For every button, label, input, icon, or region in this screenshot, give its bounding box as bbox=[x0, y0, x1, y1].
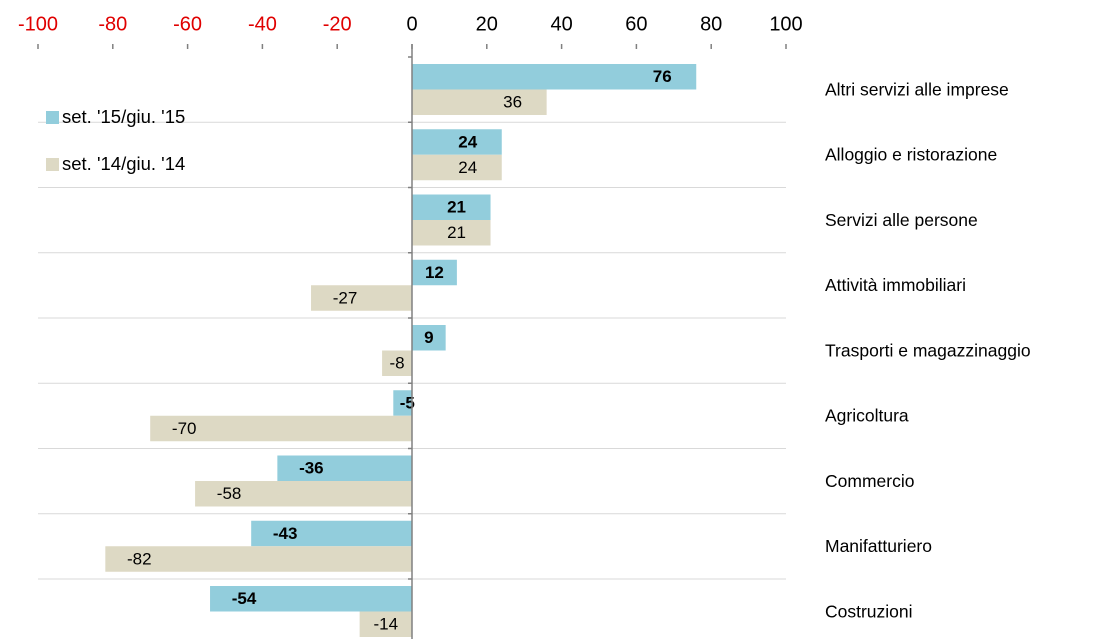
data-label: 24 bbox=[458, 132, 477, 151]
bar bbox=[210, 586, 412, 612]
x-tick-label: 20 bbox=[476, 13, 498, 35]
bar bbox=[359, 611, 412, 637]
data-label: -82 bbox=[127, 549, 152, 568]
data-label: 9 bbox=[424, 328, 433, 347]
category-label: Attività immobiliari bbox=[825, 275, 966, 295]
data-label: -43 bbox=[273, 524, 298, 543]
data-label: 21 bbox=[447, 223, 466, 242]
x-tick-label: 40 bbox=[550, 13, 572, 35]
category-label: Trasporti e magazzinaggio bbox=[825, 340, 1031, 360]
x-tick-label: -20 bbox=[323, 13, 352, 35]
x-tick-label: 0 bbox=[406, 13, 417, 35]
category-label: Servizi alle persone bbox=[825, 210, 978, 230]
legend-swatch bbox=[46, 158, 59, 171]
category-label: Agricoltura bbox=[825, 406, 909, 426]
data-label: -54 bbox=[232, 589, 257, 608]
data-label: 76 bbox=[653, 67, 672, 86]
bar bbox=[412, 194, 491, 220]
category-label: Alloggio e ristorazione bbox=[825, 145, 997, 165]
legend-swatch bbox=[46, 111, 59, 124]
bar bbox=[251, 520, 412, 547]
data-label: -36 bbox=[299, 459, 324, 478]
bar bbox=[393, 390, 412, 416]
data-label: 36 bbox=[503, 93, 522, 112]
x-tick-label: -80 bbox=[98, 13, 127, 35]
bar bbox=[311, 285, 412, 311]
data-label: -5 bbox=[400, 393, 415, 412]
x-tick-label: -60 bbox=[173, 13, 202, 35]
bar bbox=[412, 129, 502, 155]
data-label: -8 bbox=[389, 354, 404, 373]
x-tick-label: -40 bbox=[248, 13, 277, 35]
bar bbox=[412, 89, 547, 115]
category-label: Altri servizi alle imprese bbox=[825, 79, 1009, 99]
bar bbox=[150, 415, 412, 442]
bar bbox=[195, 481, 412, 507]
data-label: 12 bbox=[425, 263, 444, 282]
bar bbox=[412, 259, 457, 286]
x-tick-label: 80 bbox=[700, 13, 722, 35]
data-label: -27 bbox=[333, 288, 358, 307]
legend-label: set. '15/giu. '15 bbox=[62, 106, 185, 127]
bar bbox=[412, 154, 502, 181]
data-label: -70 bbox=[172, 419, 197, 438]
legend-label: set. '14/giu. '14 bbox=[62, 153, 185, 174]
bar bbox=[412, 325, 446, 351]
category-label: Manifatturiero bbox=[825, 536, 932, 556]
category-label: Costruzioni bbox=[825, 601, 913, 621]
bar bbox=[412, 220, 491, 246]
data-label: 24 bbox=[458, 158, 477, 177]
bar bbox=[382, 350, 412, 376]
x-tick-label: 60 bbox=[625, 13, 647, 35]
data-label: -14 bbox=[374, 615, 399, 634]
bar bbox=[412, 64, 697, 90]
bar bbox=[105, 546, 412, 572]
x-tick-label: 100 bbox=[769, 13, 802, 35]
x-tick-label: -100 bbox=[18, 13, 58, 35]
data-label: 21 bbox=[447, 198, 466, 217]
category-label: Commercio bbox=[825, 471, 914, 491]
bar bbox=[277, 455, 412, 481]
data-label: -58 bbox=[217, 484, 242, 503]
